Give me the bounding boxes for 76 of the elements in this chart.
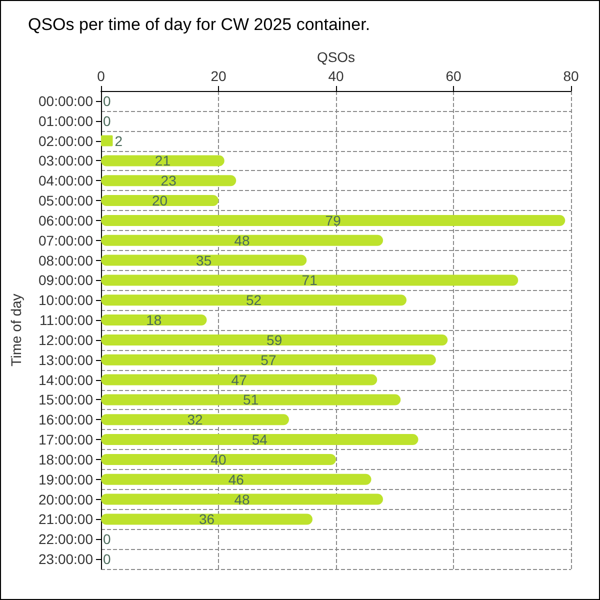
bar	[101, 294, 406, 306]
data-label: 54	[252, 432, 268, 448]
x-tick-label: 80	[563, 68, 579, 84]
data-label: 71	[302, 272, 318, 288]
y-tick-label: 00:00:00	[38, 92, 94, 109]
data-label: 57	[260, 352, 276, 368]
bar	[101, 254, 307, 266]
data-label: 35	[196, 252, 212, 268]
data-label: 0	[103, 551, 111, 568]
y-tick-label: 10:00:00	[38, 292, 94, 308]
data-label: 0	[103, 531, 111, 548]
y-axis-title: Time of day	[8, 294, 24, 366]
data-label: 47	[231, 372, 248, 388]
bar	[101, 214, 566, 226]
data-label: 2	[114, 132, 123, 149]
y-tick-label: 13:00:00	[38, 352, 94, 368]
x-axis-title: QSOs	[316, 49, 356, 66]
data-label: 36	[198, 511, 215, 528]
data-label: 52	[246, 292, 262, 308]
bar	[101, 234, 383, 246]
bar	[101, 394, 401, 406]
data-label: 46	[228, 471, 244, 488]
x-tick-label: 60	[446, 68, 462, 84]
y-tick-label: 22:00:00	[38, 531, 94, 548]
bar	[101, 494, 383, 505]
data-label: 32	[187, 412, 203, 428]
data-label: 59	[266, 332, 282, 348]
y-tick-label: 11:00:00	[40, 312, 94, 328]
bar	[101, 135, 113, 146]
data-label: 0	[103, 112, 111, 129]
y-tick-label: 09:00:00	[38, 272, 94, 288]
chart-title: QSOs per time of day for CW 2025 container.	[28, 15, 370, 34]
bar	[101, 514, 312, 525]
y-tick-label: 23:00:00	[38, 551, 94, 568]
bar	[101, 175, 236, 186]
y-tick-label: 19:00:00	[38, 471, 94, 488]
bar	[101, 454, 336, 465]
y-tick-label: 05:00:00	[38, 192, 94, 209]
data-label: 20	[152, 192, 168, 209]
x-tick-label: 0	[97, 68, 106, 84]
y-tick-label: 03:00:00	[38, 152, 94, 169]
data-label: 51	[243, 392, 259, 408]
y-tick-label: 17:00:00	[38, 432, 94, 448]
y-tick-label: 18:00:00	[38, 451, 94, 468]
x-tick-label: 20	[210, 68, 226, 84]
bar	[101, 334, 448, 346]
y-tick-label: 14:00:00	[38, 372, 94, 388]
bar	[101, 195, 218, 206]
bar	[101, 474, 372, 485]
y-tick-label: 02:00:00	[38, 132, 94, 149]
bar	[101, 434, 418, 446]
y-tick-label: 15:00:00	[38, 392, 94, 408]
bar	[101, 274, 518, 286]
data-label: 0	[103, 92, 111, 109]
bar	[101, 414, 289, 426]
data-label: 48	[234, 232, 250, 248]
data-label: 40	[210, 451, 226, 468]
data-label: 23	[160, 172, 177, 189]
bar	[101, 314, 207, 326]
y-tick-label: 21:00:00	[38, 511, 94, 528]
y-tick-label: 04:00:00	[38, 172, 94, 189]
bar	[101, 374, 378, 386]
y-tick-label: 06:00:00	[38, 212, 94, 228]
bar	[101, 155, 224, 166]
y-tick-label: 20:00:00	[38, 491, 94, 508]
data-label: 21	[154, 152, 171, 169]
y-tick-label: 01:00:00	[38, 112, 94, 129]
data-label: 79	[325, 212, 342, 228]
bar	[101, 354, 436, 366]
y-tick-label: 12:00:00	[38, 332, 94, 348]
data-label: 18	[146, 312, 162, 328]
x-tick-label: 40	[328, 68, 344, 84]
y-tick-label: 07:00:00	[38, 232, 94, 248]
y-tick-label: 16:00:00	[38, 412, 94, 428]
y-tick-label: 08:00:00	[38, 252, 94, 268]
data-label: 48	[234, 491, 250, 508]
